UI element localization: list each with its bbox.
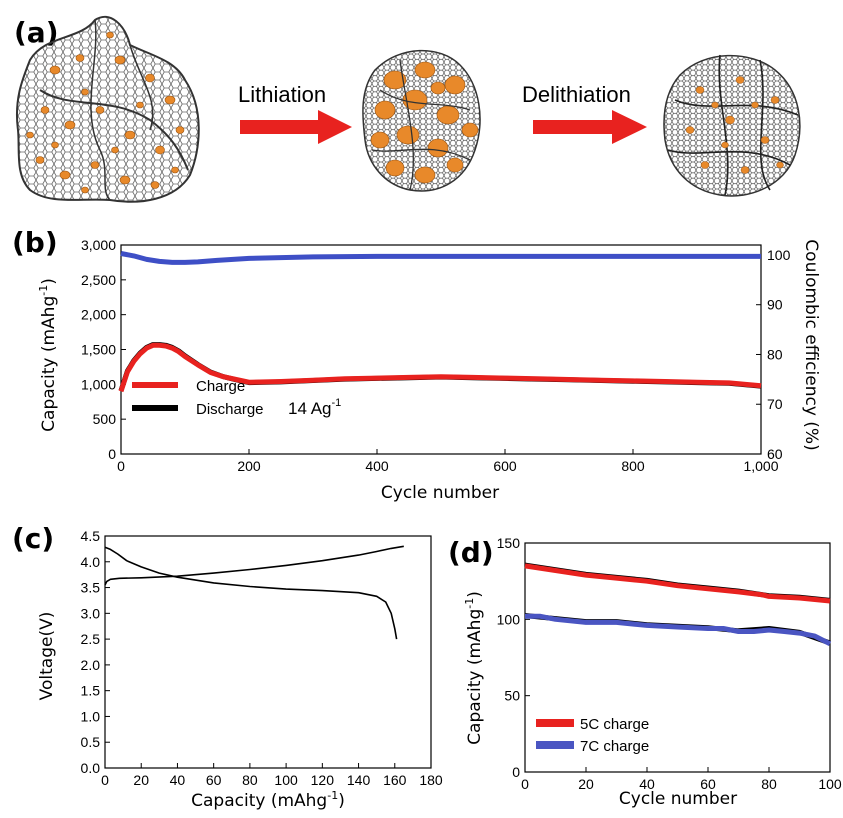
x-tick-label: 600 [493,458,517,474]
x-tick-label: 20 [133,772,149,788]
y-tick-label: 2.5 [81,631,101,647]
plot-frame [120,244,762,455]
b-y2-axis-title: Coulombic efficiency (%) [801,239,821,450]
x-tick-label: 140 [347,772,371,788]
panel-b: (b) 0 200 400 600 800 1,000 0 500 1,000 1,500 2,00… [12,226,821,503]
x-tick-label: 400 [365,458,389,474]
y-tick-label: 50 [504,688,520,704]
series-coulombic-efficiency-line [120,251,761,265]
panel-c: (c) 0 20 40 60 80 100 120 140 160 180 0.0 0.5 1.0 1.5… [12,522,443,811]
discharge-voltage-curve [104,546,398,640]
y-tick-label: 150 [497,535,521,551]
lithiation-arrow [240,110,352,144]
y-tick-label: 1,000 [81,376,116,392]
chart-b: 0 200 400 600 800 1,000 0 500 1,000 1,500 2,000 2,5… [81,237,791,474]
series-5c-charge-line [524,563,831,604]
y2-tick-label: 80 [767,346,783,362]
delithiation-label: Delithiation [522,82,631,107]
d-y-axis-title: Capacity (mAhg-1) [463,591,485,745]
d-legend: 5C charge 7C charge [536,716,649,755]
panel-letter-c: (c) [12,522,54,555]
c-y-axis-title: Voltage(V) [37,612,57,701]
x-tick-label: 0 [521,776,529,792]
plot-frame [104,535,432,769]
chart-c: 0 20 40 60 80 100 120 140 160 180 0.0 0.5 1.0 1.5 2.0 2… [81,528,443,788]
x-tick-label: 40 [170,772,186,788]
x-tick-label: 0 [117,458,125,474]
y-tick-label: 4.0 [81,554,101,570]
charge-voltage-curve [104,545,404,586]
y-tick-label: 4.5 [81,528,101,544]
c-x-axis-title: Capacity (mAhg-1) [191,789,345,811]
series-charge-line [118,342,762,393]
y-tick-label: 2,500 [81,272,116,288]
legend-discharge-label: Discharge [196,401,264,418]
y-tick-label: 0.5 [81,734,101,750]
x-tick-label: 20 [578,776,594,792]
b-y-axis-title: Capacity (mAhg-1) [37,278,59,432]
x-tick-label: 200 [237,458,261,474]
y-tick-label: 3.5 [81,580,101,596]
lithiated-cluster [362,49,481,192]
legend-charge-label: Charge [196,378,245,395]
y-tick-label: 2.0 [81,657,101,673]
y-tick-label: 1.5 [81,683,101,699]
x-tick-label: 40 [639,776,655,792]
y-tick-label: 0 [512,764,520,780]
x-tick-label: 100 [274,772,298,788]
y2-tick-label: 100 [767,247,791,263]
y2-tick-label: 70 [767,396,783,412]
panel-d: (d) 0 20 40 60 80 100 0 50 100 150 Cycle number C… [448,535,842,809]
legend-7c-label: 7C charge [580,738,649,755]
legend-5c-label: 5C charge [580,716,649,733]
lithiation-label: Lithiation [238,82,326,107]
y-tick-label: 3.0 [81,605,101,621]
d-x-axis-title: Cycle number [619,789,737,809]
x-tick-label: 1,000 [743,458,778,474]
panel-a: (a) Lithiation [14,15,801,203]
x-tick-label: 180 [419,772,443,788]
delithiated-cluster [663,54,801,197]
plot-frame [524,542,831,773]
current-density-annotation: 14 Ag-1 [288,397,341,418]
x-tick-label: 160 [383,772,407,788]
x-tick-label: 80 [761,776,777,792]
y-tick-label: 0.0 [81,760,101,776]
x-tick-label: 120 [311,772,335,788]
x-tick-label: 800 [621,458,645,474]
x-tick-label: 60 [206,772,222,788]
li-particles-sparse [26,31,185,194]
series-7c-charge-line [525,613,832,647]
x-tick-label: 80 [242,772,258,788]
x-tick-label: 100 [818,776,842,792]
x-tick-label: 60 [700,776,716,792]
y2-tick-label: 90 [767,297,783,313]
y-tick-label: 500 [93,411,117,427]
y-tick-label: 2,000 [81,307,116,323]
panel-letter-b: (b) [12,226,58,259]
delithiation-arrow [533,110,647,144]
b-x-axis-title: Cycle number [381,483,499,503]
x-tick-label: 0 [101,772,109,788]
y-tick-label: 100 [497,611,521,627]
b-legend: Charge Discharge [132,378,264,418]
y-tick-label: 3,000 [81,237,116,253]
panel-letter-d: (d) [448,536,494,569]
graphene-sheet-before [15,15,200,203]
y-tick-label: 0 [108,446,116,462]
y-tick-label: 1,500 [81,342,116,358]
y-tick-label: 1.0 [81,708,101,724]
chart-d: 0 20 40 60 80 100 0 50 100 150 [497,535,842,792]
y2-tick-label: 60 [767,446,783,462]
